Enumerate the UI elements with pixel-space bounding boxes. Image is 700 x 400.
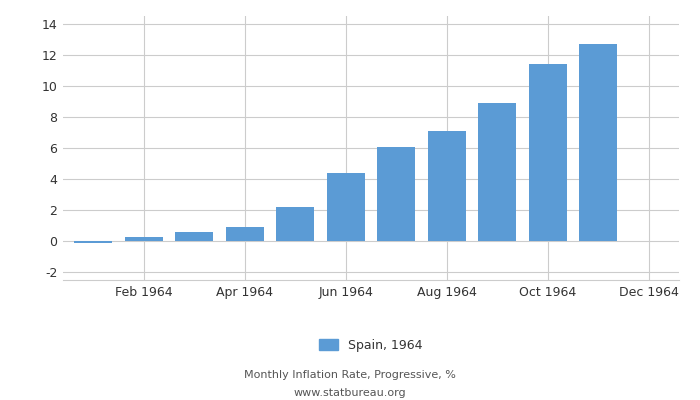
Bar <box>175 232 214 241</box>
Bar <box>580 44 617 241</box>
Bar <box>327 172 365 241</box>
Bar <box>377 147 415 241</box>
Bar <box>276 207 314 241</box>
Bar <box>528 64 567 241</box>
Bar <box>428 131 466 241</box>
Bar <box>125 237 162 241</box>
Bar <box>478 103 516 241</box>
Bar <box>226 227 264 241</box>
Text: www.statbureau.org: www.statbureau.org <box>294 388 406 398</box>
Legend: Spain, 1964: Spain, 1964 <box>314 334 428 357</box>
Text: Monthly Inflation Rate, Progressive, %: Monthly Inflation Rate, Progressive, % <box>244 370 456 380</box>
Bar <box>74 241 112 243</box>
